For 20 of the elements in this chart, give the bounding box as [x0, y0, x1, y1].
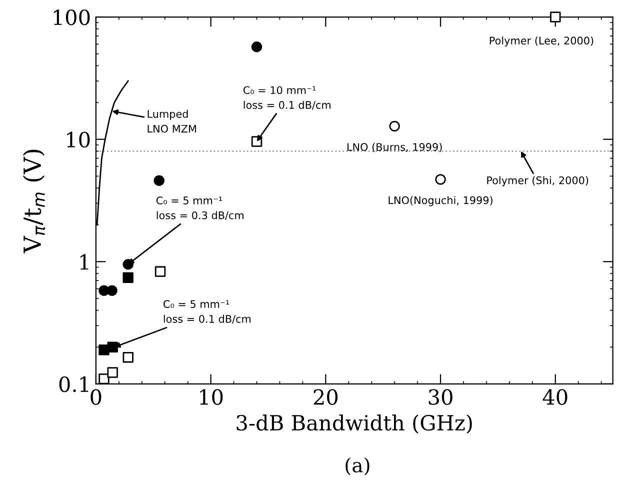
x-tick-label: 40: [542, 389, 568, 405]
y-tick-label: 1: [80, 254, 88, 270]
x-tick-label: 20: [314, 389, 338, 405]
annotation: Polymer (Shi, 2000): [487, 176, 588, 186]
y-tick-label: 100: [54, 9, 90, 26]
x-tick-label: 30: [428, 389, 452, 405]
y-tick-label: 10: [67, 132, 90, 148]
annotation: LNO (Burns, 1999): [347, 142, 442, 152]
annotation: C₀ = 5 mm⁻¹ loss = 0.1 dB/cm: [164, 300, 251, 324]
annotation: C₀ = 10 mm⁻¹ loss = 0.1 dB/cm: [243, 86, 330, 110]
y-axis-title: V$_{π}$/t$_{m}$ (V): [22, 150, 46, 254]
x-tick-label: 10: [200, 389, 223, 405]
x-axis-title: 3-dB Bandwidth (GHz): [236, 414, 472, 434]
annotation: Lumped LNO MZM: [148, 110, 196, 133]
text: (a): [346, 457, 370, 476]
annotation: LNO(Noguchi, 1999): [388, 196, 492, 206]
annotation: C₀ = 5 mm⁻¹ loss = 0.3 dB/cm: [156, 196, 244, 220]
annotation: Polymer (Lee, 2000): [490, 36, 594, 47]
x-tick-label: 0: [90, 389, 102, 405]
y-tick-label: 0.1: [59, 376, 88, 392]
